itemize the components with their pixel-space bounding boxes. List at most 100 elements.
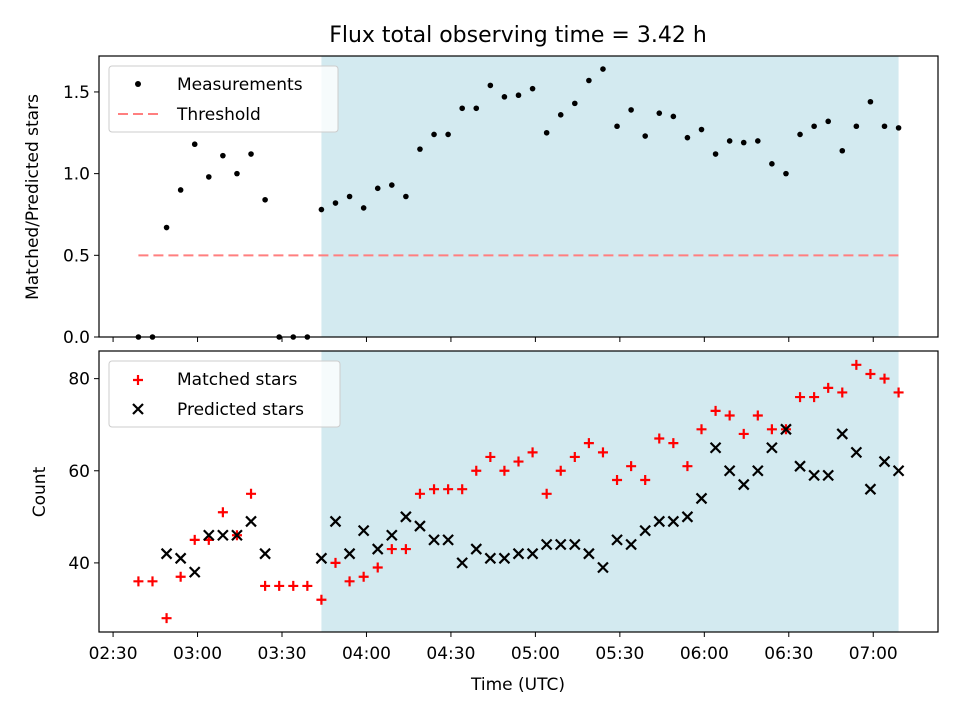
matched-star-point	[246, 488, 257, 499]
predicted-star-point	[259, 547, 271, 560]
measurement-point	[318, 206, 325, 213]
predicted-star-point	[470, 543, 483, 555]
measurement-point	[867, 98, 874, 105]
matched-star-point	[766, 424, 777, 435]
predicted-star-point	[836, 428, 849, 440]
predicted-star-point	[414, 520, 426, 532]
matched-star-point	[865, 369, 876, 380]
matched-star-point	[161, 613, 172, 624]
matched-stars-points	[133, 359, 904, 624]
x-tick-label: 03:00	[173, 644, 222, 664]
predicted-star-point	[456, 557, 468, 569]
matched-star-point	[344, 576, 355, 587]
predicted-star-point	[850, 446, 863, 459]
predicted-star-point	[203, 529, 215, 542]
matched-star-point	[851, 359, 862, 370]
matched-star-point	[696, 424, 707, 435]
predicted-star-point	[357, 524, 370, 537]
matched-star-point	[640, 474, 651, 485]
matched-star-point	[738, 428, 749, 439]
bottom-panel: 40 60 80 02:30 03:00 03:30 04:00 04:30 05:00 05:…	[30, 350, 939, 695]
y-tick-label: 60	[68, 462, 90, 482]
measurement-point	[332, 200, 339, 206]
measurement-point	[557, 112, 564, 118]
predicted-star-point	[442, 534, 454, 546]
measurement-point	[529, 85, 536, 92]
predicted-star-point	[723, 464, 736, 477]
matched-star-point	[555, 465, 566, 476]
predicted-stars-points	[160, 423, 905, 578]
x-tick-label: 05:30	[595, 644, 644, 664]
predicted-star-point	[808, 469, 820, 482]
matched-star-point	[443, 484, 454, 495]
matched-star-point	[414, 488, 425, 499]
matched-star-point	[400, 544, 411, 555]
predicted-star-point	[569, 538, 581, 551]
matched-star-point	[274, 580, 285, 591]
bottom-legend: Matched stars Predicted stars	[108, 360, 341, 428]
matched-star-point	[372, 562, 383, 573]
predicted-star-point	[653, 515, 666, 528]
measurement-point	[206, 174, 212, 180]
matched-star-point	[823, 382, 834, 393]
predicted-star-point	[512, 547, 525, 560]
x-tick-label: 05:00	[511, 644, 560, 664]
top-x-ticks	[112, 337, 874, 342]
bottom-y-axis-label: Count	[30, 466, 50, 517]
matched-star-point	[626, 461, 637, 472]
measurement-point	[389, 182, 395, 188]
matched-star-point	[499, 465, 510, 476]
measurement-point	[374, 185, 381, 192]
measurement-point	[642, 133, 648, 139]
measurement-point	[853, 123, 860, 130]
predicted-star-point	[822, 469, 834, 482]
legend-predicted-marker	[132, 403, 144, 415]
predicted-star-point	[625, 538, 637, 551]
x-tick-label: 02:30	[89, 644, 138, 664]
measurement-points	[135, 66, 902, 340]
measurement-point	[177, 187, 184, 193]
top-legend-box	[108, 65, 339, 133]
measurement-point	[403, 193, 409, 200]
legend-matched-label: Matched stars	[177, 370, 297, 390]
predicted-star-point	[597, 561, 609, 574]
bottom-x-ticks: 02:30 03:00 03:30 04:00 04:30 05:00 05:30 06:00…	[89, 632, 898, 664]
top-shaded-region	[321, 56, 899, 337]
matched-star-point	[386, 544, 397, 555]
y-tick-label: 1.5	[63, 83, 90, 103]
matched-star-point	[429, 484, 440, 495]
predicted-star-point	[329, 515, 342, 528]
predicted-star-point	[217, 529, 229, 542]
measurement-point	[191, 141, 198, 148]
measurement-point	[515, 92, 522, 99]
matched-star-point	[597, 447, 608, 458]
x-tick-label: 04:30	[426, 644, 475, 664]
top-axes-frame	[98, 55, 939, 338]
measurement-point	[628, 107, 634, 113]
measurement-point	[234, 170, 240, 177]
x-tick-label: 07:00	[849, 644, 898, 664]
predicted-star-point	[315, 552, 328, 565]
matched-star-point	[724, 410, 735, 421]
measurement-point	[262, 196, 268, 203]
measurement-point	[431, 131, 437, 138]
y-tick-label: 1.0	[63, 165, 90, 185]
legend-measurements-label: Measurements	[177, 75, 303, 95]
matched-star-point	[710, 405, 721, 416]
x-axis-label: Time (UTC)	[470, 675, 565, 695]
predicted-star-point	[554, 538, 567, 551]
measurement-point	[825, 118, 831, 125]
measurement-point	[881, 123, 888, 130]
measurement-point	[769, 161, 775, 167]
x-tick-label: 06:00	[680, 644, 729, 664]
matched-star-point	[288, 580, 299, 591]
predicted-star-point	[428, 534, 440, 546]
measurement-point	[755, 138, 761, 144]
predicted-star-point	[681, 511, 694, 523]
predicted-star-point	[371, 543, 384, 555]
matched-star-point	[682, 461, 693, 472]
matched-star-point	[583, 438, 594, 449]
predicted-star-point	[484, 552, 497, 565]
predicted-star-point	[343, 547, 356, 560]
